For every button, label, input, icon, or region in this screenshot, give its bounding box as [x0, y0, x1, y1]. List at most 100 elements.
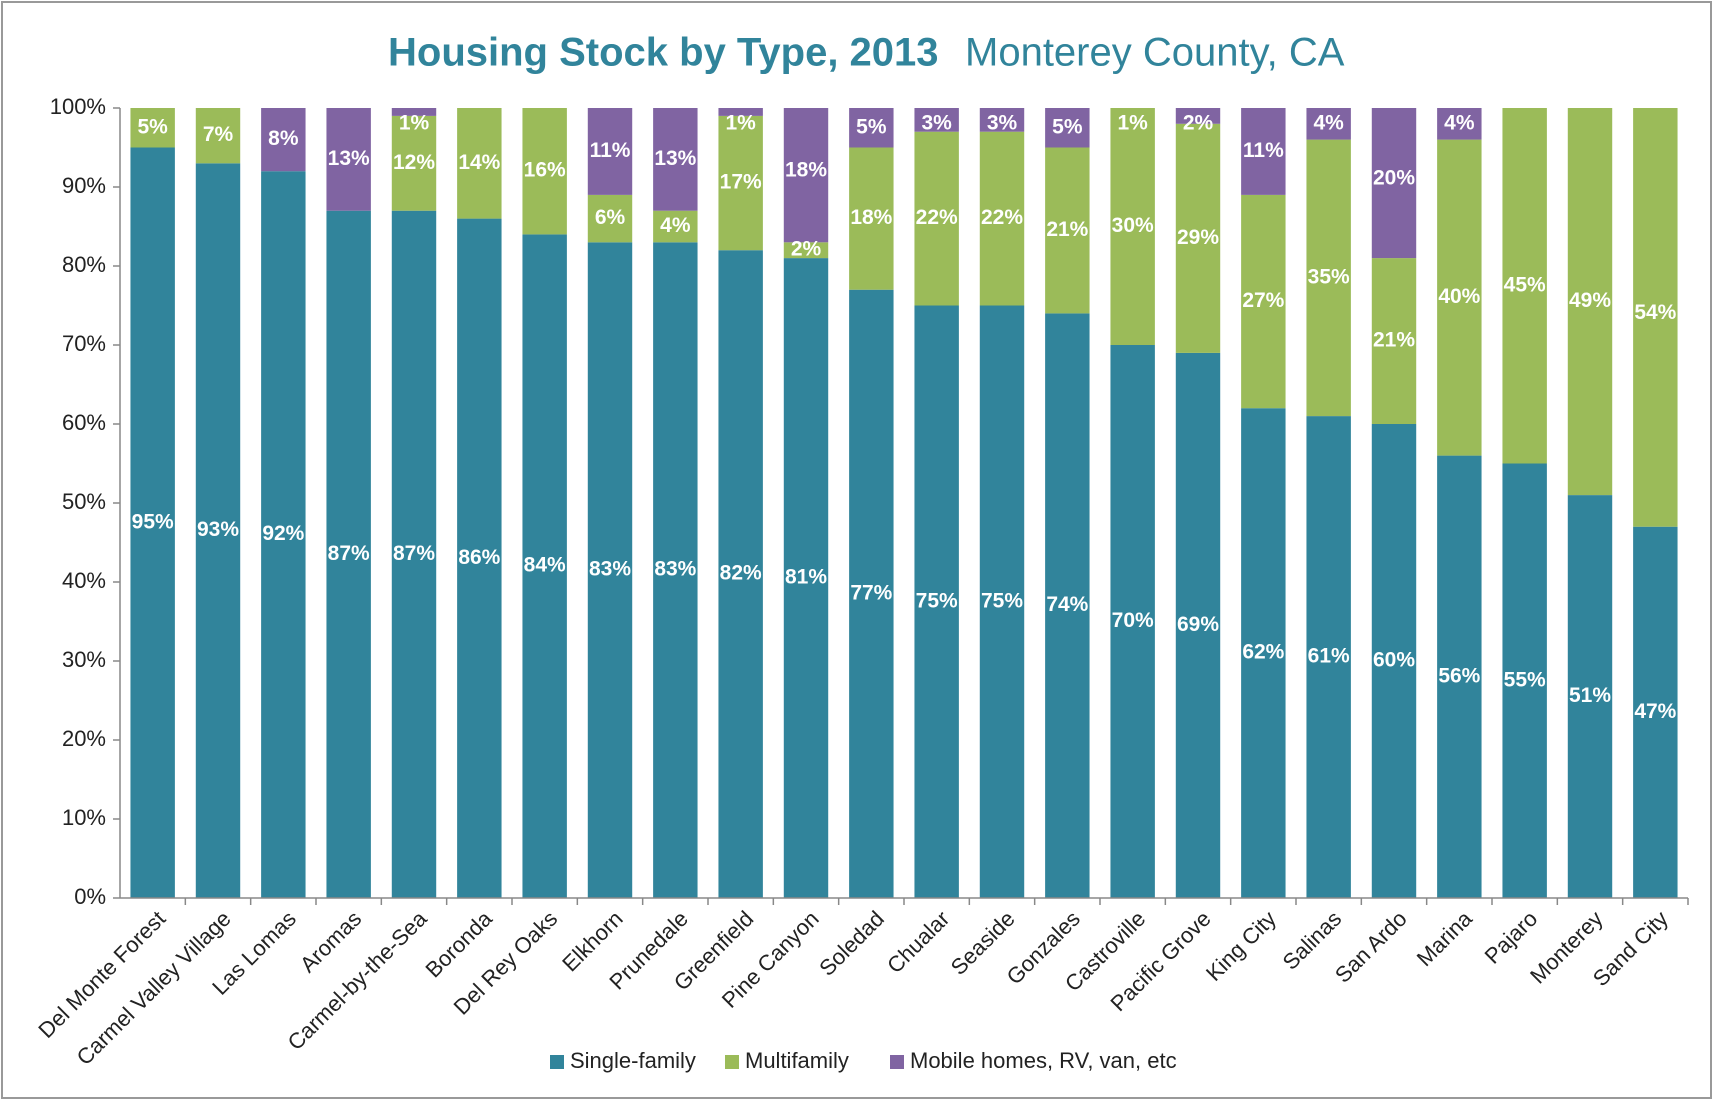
- bar-segment: [195, 163, 241, 898]
- data-label: 60%: [1373, 649, 1415, 672]
- data-label: 2%: [1183, 112, 1214, 135]
- y-tick-label: 40%: [62, 568, 106, 593]
- bar-segment: [1241, 194, 1286, 409]
- bar-segment: [522, 234, 567, 898]
- data-label: 11%: [590, 139, 631, 162]
- bar-segment: [1437, 139, 1482, 456]
- data-label: 3%: [921, 112, 952, 135]
- data-label: 2%: [791, 238, 822, 261]
- data-label: 30%: [1112, 214, 1154, 237]
- data-label: 4%: [660, 214, 691, 237]
- bar-segment: [979, 108, 1025, 132]
- data-label: 20%: [1373, 167, 1415, 190]
- data-label: 61%: [1308, 645, 1350, 668]
- bar-segment: [457, 108, 502, 219]
- data-label: 21%: [1046, 218, 1088, 241]
- bar-segment: [783, 242, 829, 259]
- data-label: 1%: [725, 112, 756, 135]
- data-label: 27%: [1242, 289, 1284, 312]
- data-label: 82%: [720, 562, 762, 585]
- data-label: 86%: [458, 546, 500, 569]
- y-tick-label: 100%: [50, 94, 106, 119]
- data-label: 40%: [1438, 285, 1480, 308]
- data-label: 51%: [1569, 684, 1611, 707]
- bar-segment: [1502, 463, 1547, 898]
- bar-segment: [391, 108, 437, 116]
- data-label: 11%: [1243, 139, 1284, 162]
- bar-segment: [979, 305, 1025, 898]
- y-tick-label: 70%: [62, 331, 106, 356]
- data-label: 92%: [262, 522, 304, 545]
- bar-segment: [326, 210, 371, 898]
- bar-segment: [391, 210, 437, 898]
- data-label: 56%: [1438, 664, 1480, 687]
- bar-segment: [457, 218, 502, 898]
- data-label: 22%: [916, 206, 958, 229]
- bar-segment: [783, 258, 829, 898]
- data-label: 77%: [850, 581, 892, 604]
- bar-segment: [522, 108, 567, 235]
- bar-segment: [1633, 526, 1678, 898]
- bar-segment: [1241, 108, 1286, 195]
- bar-segment: [718, 115, 763, 251]
- data-label: 81%: [785, 566, 827, 589]
- bar-segment: [1502, 108, 1547, 464]
- bar-segment: [1567, 495, 1613, 898]
- bar-segment: [1110, 108, 1155, 345]
- bar-segment: [326, 108, 371, 211]
- legend-label: Multifamily: [745, 1048, 849, 1073]
- bar-segment: [1633, 108, 1678, 527]
- data-label: 45%: [1504, 273, 1546, 296]
- bar-segment: [1437, 108, 1482, 140]
- data-label: 75%: [916, 589, 958, 612]
- bar-segment: [587, 108, 633, 195]
- data-label: 4%: [1444, 112, 1475, 135]
- bar-segment: [653, 210, 698, 243]
- bar-segment: [261, 171, 306, 898]
- bar-segment: [1437, 455, 1482, 898]
- bar-segment: [849, 108, 894, 148]
- bar-segment: [849, 147, 894, 290]
- data-label: 70%: [1112, 609, 1154, 632]
- data-label: 8%: [268, 127, 299, 150]
- legend-label: Mobile homes, RV, van, etc: [910, 1048, 1177, 1073]
- data-label: 3%: [987, 112, 1018, 135]
- data-label: 1%: [1117, 112, 1148, 135]
- data-label: 84%: [524, 554, 566, 577]
- legend-label: Single-family: [570, 1048, 696, 1073]
- y-tick-label: 30%: [62, 647, 106, 672]
- bar-segment: [1175, 108, 1221, 124]
- bar-segment: [1045, 108, 1090, 148]
- data-label: 5%: [137, 115, 168, 138]
- data-label: 47%: [1634, 700, 1676, 723]
- data-label: 5%: [1052, 115, 1083, 138]
- y-tick-label: 10%: [62, 805, 106, 830]
- data-label: 18%: [785, 159, 827, 182]
- y-tick-label: 20%: [62, 726, 106, 751]
- data-label: 12%: [393, 151, 435, 174]
- bar-segment: [1371, 424, 1417, 898]
- bar-segment: [587, 194, 633, 243]
- data-label: 4%: [1313, 112, 1344, 135]
- data-label: 74%: [1046, 593, 1088, 616]
- data-label: 1%: [399, 112, 430, 135]
- plot-area: [130, 108, 1678, 898]
- bar-segment: [1045, 313, 1090, 898]
- bar-segment: [1045, 147, 1090, 314]
- bar-segment: [1306, 139, 1351, 417]
- bar-segment: [653, 242, 698, 898]
- data-label: 95%: [132, 510, 174, 533]
- data-label: 54%: [1634, 301, 1676, 324]
- data-label: 21%: [1373, 329, 1415, 352]
- data-label: 13%: [654, 147, 696, 170]
- bar-segment: [914, 108, 959, 132]
- bar-segment: [1371, 258, 1417, 424]
- chart-subtitle: Monterey County, CA: [965, 31, 1345, 75]
- data-label: 49%: [1569, 289, 1611, 312]
- data-label: 22%: [981, 206, 1023, 229]
- y-tick-label: 60%: [62, 410, 106, 435]
- bar-segment: [783, 108, 829, 243]
- data-label: 62%: [1242, 641, 1284, 664]
- data-label: 93%: [197, 518, 239, 541]
- bar-segment: [1567, 108, 1613, 496]
